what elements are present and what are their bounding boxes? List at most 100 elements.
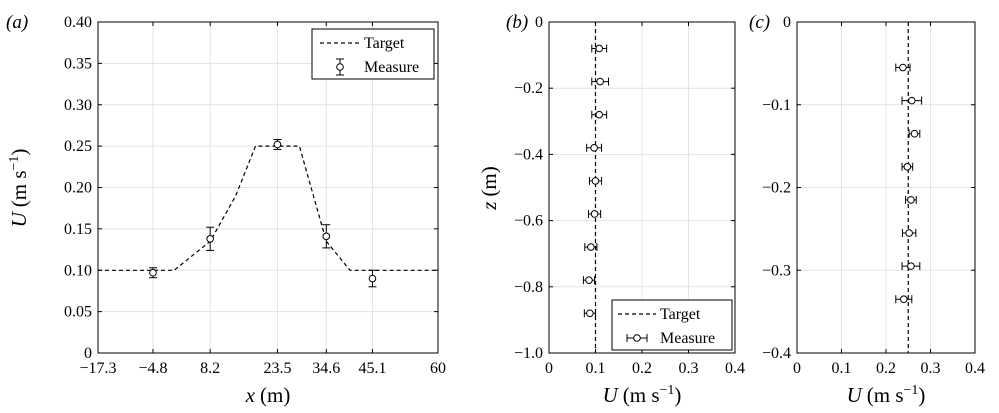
panel-a-measure-point-2 (273, 139, 282, 150)
panel-a-marker-0 (149, 268, 157, 277)
panel-c-x-tick-label-1: 0.1 (832, 360, 852, 377)
panel-a-legend-measure-swatch (336, 58, 344, 76)
panel-b-y-axis-unit: (m) (477, 166, 501, 196)
panel-b-legend-box (611, 299, 733, 351)
panel-b-y-ticks: −1.0 −0.8 −0.6 −0.4 −0.2 0 (514, 14, 735, 362)
panel-c-x-axis-symbol: U (847, 383, 864, 407)
panel-b-x-ticks: 0 0.1 0.2 0.3 0.4 (545, 22, 745, 377)
panel-c-x-tick-label-2: 0.2 (876, 360, 896, 377)
panel-a-plot-area (98, 139, 438, 288)
panel-b-measure-point-5 (588, 209, 602, 218)
panel-c-measure-point-6 (901, 262, 921, 271)
panel-a-x-tick-label-5: 45.1 (358, 360, 386, 377)
panel-a-marker-3 (322, 232, 331, 241)
panel-b-x-tick-label-2: 0.2 (632, 360, 652, 377)
panel-a-y-ticks: 0 0.05 0.10 0.15 0.20 0.25 0.30 0.35 0.40 (64, 14, 438, 362)
panel-b-y-axis-symbol: z (477, 202, 501, 211)
panel-c-y-tick-label-1: −0.3 (762, 262, 791, 279)
panel-c-y-ticks: −0.4 −0.3 −0.2 −0.1 0 (762, 14, 975, 362)
panel-a-y-axis-unit-exponent: −1 (7, 156, 22, 171)
panel-c-label: (c) (749, 12, 770, 33)
panel-b-y-tick-label-2: −0.6 (514, 213, 543, 230)
panel-b-x-tick-label-1: 0.1 (586, 360, 606, 377)
panel-a-marker-2 (273, 140, 282, 149)
panel-c-marker-0 (899, 63, 907, 72)
panel-c-plot-area (895, 22, 923, 353)
panel-c-y-tick-label-2: −0.2 (762, 180, 791, 197)
panel-c-measure-point-4 (905, 195, 917, 204)
panel-b-marker-5 (590, 210, 599, 218)
panel-c-x-axis-unit-exponent: −1 (904, 383, 919, 398)
panel-b-marker-0 (595, 44, 604, 53)
panel-b-marker-7 (585, 276, 593, 284)
panel-a-marker-1 (206, 235, 214, 243)
panel-a-x-ticks: −17.3 −4.8 8.2 23.5 34.6 45.1 60 (79, 22, 446, 377)
panel-b-x-axis-unit-exponent: −1 (660, 383, 675, 398)
panel-a-y-axis-unit: (m s (7, 170, 31, 207)
panel-b-y-tick-label-0: −1.0 (514, 345, 543, 362)
panel-a-x-axis-label: x (m) (245, 383, 291, 407)
panel-b-marker-3 (590, 143, 598, 152)
panel-a-measure-point-4 (368, 269, 377, 288)
panel-c-measure-point-2 (908, 129, 921, 138)
panel-a-y-axis-label: U (m s−1) (7, 149, 31, 228)
panel-b-measure-point-2 (591, 110, 608, 119)
panel-b-x-tick-label-3: 0.3 (679, 360, 699, 377)
panel-a-legend: Target Measure (311, 28, 435, 80)
panel-c-x-axis-label: U (m s−1) (847, 383, 926, 407)
panel-c-x-axis-unit-close: ) (918, 383, 925, 407)
panel-b-y-axis-label: z (m) (477, 166, 501, 211)
panel-b-legend-target-label: Target (660, 306, 701, 323)
panel-b-measure-point-1 (591, 77, 610, 86)
panel-a-y-tick-label-8: 0.40 (64, 14, 92, 31)
panel-b-marker-2 (595, 110, 604, 119)
panel-b-marker-4 (591, 177, 600, 185)
panel-a: (a) −17.3 −4.8 8.2 23.5 34.6 45.1 60 0 0.05 0.10… (6, 12, 446, 407)
panel-b-measure-point-0 (591, 44, 608, 53)
panel-a-measure-point-3 (322, 224, 331, 249)
panel-a-measure-point-1 (206, 226, 215, 251)
panel-b-plot-area (582, 22, 610, 353)
panel-a-x-tick-label-2: 8.2 (200, 360, 220, 377)
panel-a-x-tick-label-6: 60 (430, 360, 446, 377)
panel-b-x-tick-label-0: 0 (545, 360, 553, 377)
panel-a-y-tick-label-0: 0 (84, 345, 92, 362)
panel-c-grid (796, 21, 976, 354)
panel-c-marker-4 (907, 196, 915, 204)
panel-a-label: (a) (6, 12, 28, 33)
panel-a-target-line (98, 145, 438, 271)
panel-c: (c) 0 0.1 0.2 0.3 0.4 −0.4 −0.3 −0.2 −0.1 0 U (m … (749, 12, 985, 407)
panel-b-measure-point-8 (583, 309, 596, 318)
panel-b-x-axis-unit: (m s (623, 383, 660, 407)
panel-c-measure-point-3 (901, 162, 914, 171)
panel-c-marker-3 (903, 163, 912, 171)
panel-a-y-tick-label-6: 0.30 (64, 97, 92, 114)
panel-b-label: (b) (506, 12, 528, 33)
panel-c-marker-5 (905, 229, 913, 237)
panel-b-legend-measure-swatch (626, 334, 648, 342)
panel-b-marker-8 (586, 309, 594, 318)
panel-b-marker-6 (587, 243, 595, 251)
panel-c-x-axis-unit: (m s (867, 383, 904, 407)
panel-c-measure-point-1 (901, 96, 923, 105)
panel-a-y-tick-label-2: 0.10 (64, 262, 92, 279)
panel-b-measure-point-7 (582, 276, 596, 285)
panel-b-x-tick-label-4: 0.4 (725, 360, 745, 377)
panel-a-y-tick-label-3: 0.15 (64, 221, 92, 238)
panel-a-y-axis-symbol: U (7, 210, 31, 227)
panel-b-y-tick-label-4: −0.2 (514, 80, 543, 97)
panel-a-x-tick-label-4: 34.6 (312, 360, 340, 377)
panel-a-y-tick-label-1: 0.05 (64, 304, 92, 321)
panel-b: (b) 0 0.1 0.2 0.3 0.4 −1.0 −0.8 −0.6 −0.4 −0.20 … (477, 12, 745, 407)
panel-c-y-tick-label-3: −0.1 (762, 97, 791, 114)
panel-a-y-tick-label-7: 0.35 (64, 55, 92, 72)
panel-c-x-tick-label-3: 0.3 (921, 360, 941, 377)
panel-b-measure-point-6 (584, 243, 598, 252)
panel-b-marker-1 (596, 77, 604, 86)
panel-a-y-axis-unit-close: ) (7, 149, 31, 156)
panel-a-x-tick-label-0: −17.3 (79, 360, 116, 377)
panel-b-legend: Target Measure (611, 299, 733, 351)
panel-a-legend-box (311, 28, 435, 80)
panel-b-y-tick-label-1: −0.8 (514, 279, 543, 296)
panel-c-marker-7 (900, 295, 908, 304)
